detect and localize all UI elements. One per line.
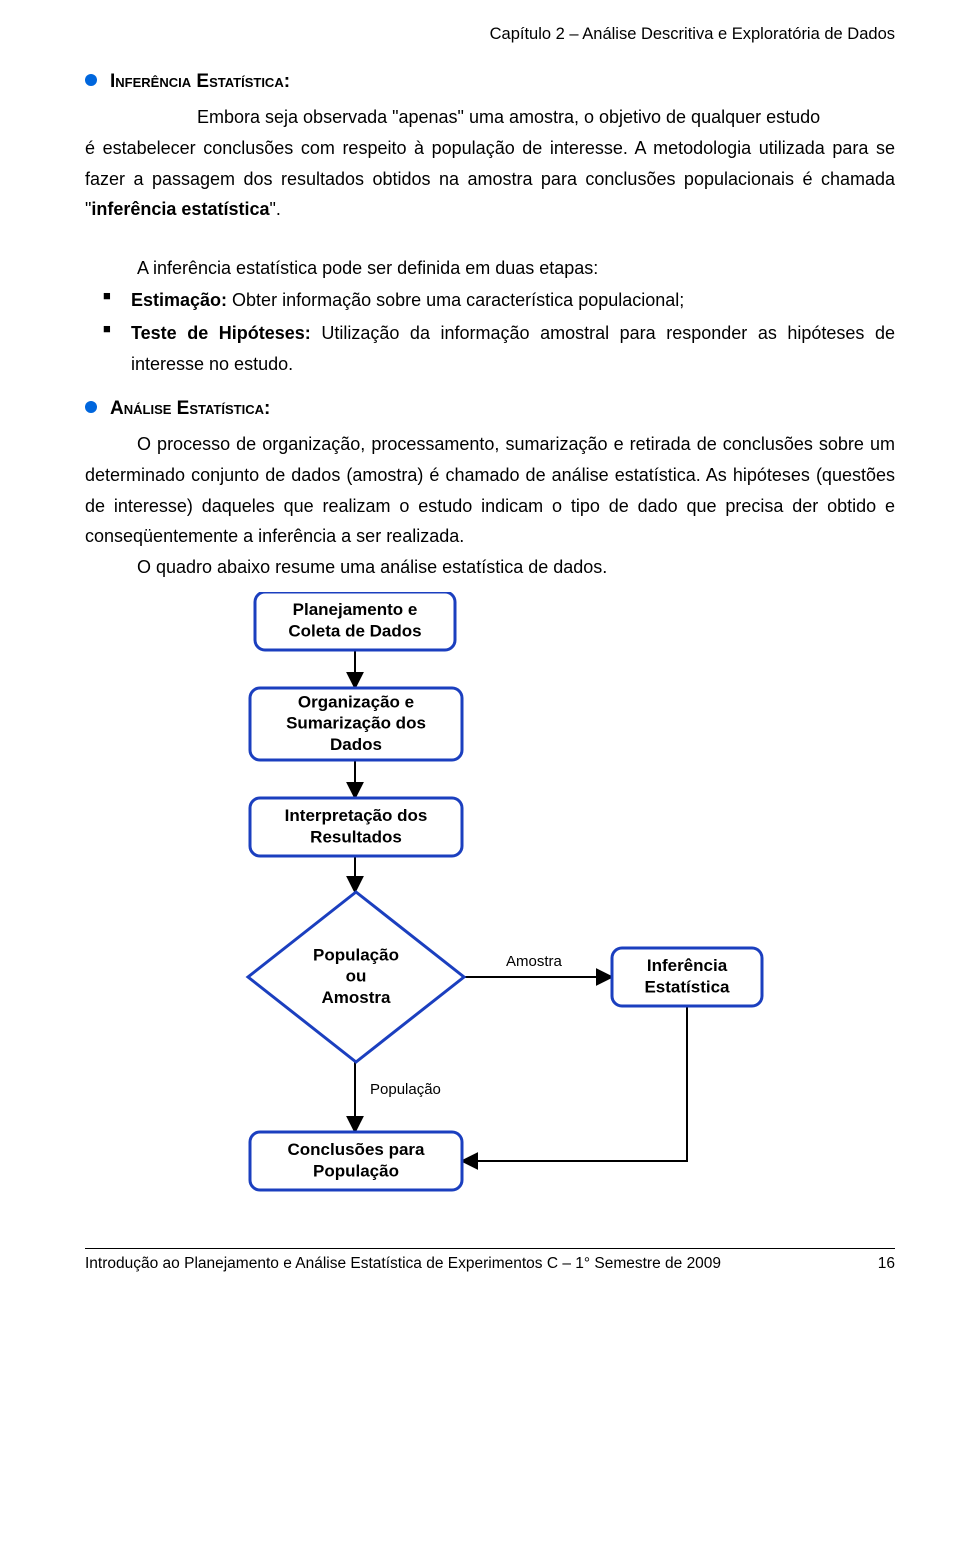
list-item-teste: Teste de Hipóteses: Utilização da inform… [103,318,895,379]
flowchart-svg: Amostra População Planejamento e Coleta de … [210,592,770,1212]
svg-text:População: População [313,1162,399,1181]
para-analise-1: O processo de organização, processamento… [85,429,895,551]
svg-text:Estatística: Estatística [644,978,730,997]
svg-text:Inferência: Inferência [647,956,728,975]
para-inferencia-1a: Embora seja observada "apenas" uma amost… [85,102,895,133]
svg-text:Amostra: Amostra [322,988,392,1007]
stages-list: Estimação: Obter informação sobre uma ca… [85,285,895,379]
section-heading-analise: Análise Estatística: [85,393,895,425]
list-item-estimacao: Estimação: Obter informação sobre uma ca… [103,285,895,316]
svg-text:Dados: Dados [330,735,382,754]
section-heading-inferencia: Inferência Estatística: [85,66,895,98]
svg-text:Resultados: Resultados [310,828,402,847]
svg-text:ou: ou [346,967,367,986]
flowchart-diagram: Amostra População Planejamento e Coleta de … [210,592,770,1222]
footer-page-number: 16 [878,1251,895,1277]
svg-text:Conclusões para: Conclusões para [288,1140,426,1159]
heading-text: Análise Estatística: [110,398,270,419]
bullet-dot-icon [85,401,97,413]
item-text: Obter informação sobre uma característic… [227,290,684,310]
chapter-title: Capítulo 2 – Análise Descritiva e Explor… [490,25,895,43]
p1b-bold: inferência estatística [91,199,269,219]
item-label: Teste de Hipóteses: [131,323,311,343]
heading-text: Inferência Estatística: [110,71,290,92]
bullet-dot-icon [85,74,97,86]
footer-rule [85,1248,895,1249]
svg-text:População: População [370,1081,441,1098]
svg-text:Coleta de Dados: Coleta de Dados [288,622,421,641]
p1b-end: ". [269,199,280,219]
svg-text:População: População [313,946,399,965]
item-label: Estimação: [131,290,227,310]
svg-text:Planejamento e: Planejamento e [293,600,418,619]
footer-left: Introdução ao Planejamento e Análise Est… [85,1251,721,1277]
para-inferencia-1b: é estabelecer conclusões com respeito à … [85,133,895,225]
svg-text:Organização e: Organização e [298,693,414,712]
page-footer: Introdução ao Planejamento e Análise Est… [85,1251,895,1277]
para-analise-2: O quadro abaixo resume uma análise estat… [85,552,895,583]
svg-text:Interpretação dos: Interpretação dos [285,806,428,825]
page-header: Capítulo 2 – Análise Descritiva e Explor… [85,20,895,48]
svg-text:Amostra: Amostra [506,953,563,970]
para-stages-intro: A inferência estatística pode ser defini… [85,253,895,284]
svg-text:Sumarização dos: Sumarização dos [286,714,426,733]
